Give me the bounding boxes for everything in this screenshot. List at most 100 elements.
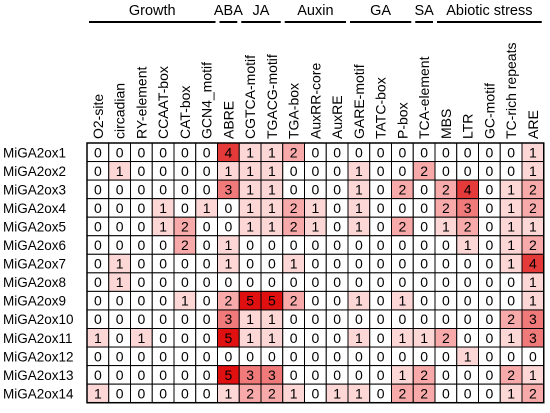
- cell-value: 5: [268, 293, 276, 309]
- cell-value: 0: [137, 348, 145, 364]
- cell-value: 0: [181, 200, 189, 216]
- cell-value: 0: [203, 330, 211, 346]
- cell-value: 0: [203, 237, 211, 253]
- cell-value: 0: [224, 200, 232, 216]
- cell-value: 0: [485, 274, 493, 290]
- cell-value: 0: [485, 311, 493, 327]
- cell-value: 0: [507, 293, 515, 309]
- cell-value: 2: [420, 385, 428, 401]
- cell-value: 0: [355, 256, 363, 272]
- cell-value: 0: [485, 256, 493, 272]
- cell-value: 0: [485, 200, 493, 216]
- cell-value: 0: [507, 163, 515, 179]
- group-label: GA: [370, 3, 391, 19]
- cell-value: 0: [333, 330, 341, 346]
- row-label: MiGA2ox4: [3, 201, 67, 216]
- cell-value: 0: [203, 311, 211, 327]
- cell-value: 2: [398, 218, 406, 234]
- column-label: O2-site: [90, 94, 106, 139]
- row-label: MiGA2ox7: [3, 257, 66, 272]
- cell-value: 0: [116, 237, 124, 253]
- cell-value: 3: [268, 367, 276, 383]
- cell-value: 1: [246, 330, 254, 346]
- cell-value: 0: [94, 367, 102, 383]
- cell-value: 0: [290, 274, 298, 290]
- cell-value: 0: [137, 256, 145, 272]
- cell-value: 0: [377, 200, 385, 216]
- cell-value: 0: [181, 367, 189, 383]
- cell-value: 3: [224, 311, 232, 327]
- column-label: GARE-motif: [351, 64, 367, 139]
- cell-value: 0: [485, 218, 493, 234]
- cell-value: 0: [420, 144, 428, 160]
- cell-value: 2: [398, 385, 406, 401]
- cell-value: 0: [442, 163, 450, 179]
- cell-value: 0: [355, 274, 363, 290]
- cell-value: 0: [116, 218, 124, 234]
- cell-value: 0: [203, 144, 211, 160]
- cell-value: 1: [224, 163, 232, 179]
- cell-value: 3: [529, 330, 537, 346]
- cell-value: 2: [268, 385, 276, 401]
- cell-value: 0: [290, 348, 298, 364]
- cell-value: 0: [485, 144, 493, 160]
- cell-value: 0: [420, 311, 428, 327]
- cell-value: 0: [116, 330, 124, 346]
- cell-value: 0: [398, 144, 406, 160]
- column-label: GCN4_motif: [199, 62, 215, 139]
- cell-value: 0: [420, 181, 428, 197]
- cell-value: 2: [529, 385, 537, 401]
- cell-value: 0: [290, 181, 298, 197]
- cell-value: 1: [311, 200, 319, 216]
- cell-value: 1: [246, 200, 254, 216]
- cell-value: 0: [442, 293, 450, 309]
- cell-value: 0: [116, 293, 124, 309]
- cell-value: 0: [333, 163, 341, 179]
- cell-value: 0: [377, 348, 385, 364]
- cell-value: 0: [333, 218, 341, 234]
- grid-border: [86, 142, 545, 404]
- cell-value: 0: [224, 218, 232, 234]
- row-label: MiGA2ox12: [3, 349, 74, 364]
- column-label: RY-element: [133, 67, 149, 139]
- cell-value: 1: [268, 330, 276, 346]
- heatmap-grid: 0 0 0 0 0 0 4 1 1 2 0 0 0 0 0 0 0 0 0 0 10 1 0 0 0 0 1 1 1 0 0 0 1 0 0 2 0 0 0…: [86, 142, 545, 404]
- cell-value: 0: [159, 237, 167, 253]
- cell-value: 2: [507, 367, 515, 383]
- cell-value: 0: [398, 311, 406, 327]
- group-header-layer: Growth ABA JA Auxin GA SA Abiotic stress: [89, 3, 542, 23]
- cell-value: 1: [246, 218, 254, 234]
- cell-value: 2: [420, 367, 428, 383]
- cell-value: 0: [485, 237, 493, 253]
- cell-value: 0: [181, 144, 189, 160]
- cell-value: 0: [94, 144, 102, 160]
- cell-value: 0: [420, 218, 428, 234]
- cell-value: 5: [246, 293, 254, 309]
- cell-value: 0: [116, 181, 124, 197]
- cell-value: 0: [94, 163, 102, 179]
- cell-value: 0: [355, 311, 363, 327]
- cell-value: 0: [398, 237, 406, 253]
- cell-value: 1: [507, 200, 515, 216]
- row-label: MiGA2ox3: [3, 182, 66, 197]
- row-label: MiGA2ox10: [3, 312, 74, 327]
- cell-value: 0: [137, 181, 145, 197]
- cell-value: 0: [203, 385, 211, 401]
- cell-value: 0: [290, 163, 298, 179]
- cell-value: 0: [442, 237, 450, 253]
- cell-value: 0: [464, 274, 472, 290]
- cell-value: 1: [507, 181, 515, 197]
- cell-value: 1: [355, 163, 363, 179]
- cell-value: 0: [485, 385, 493, 401]
- cell-value: 0: [246, 274, 254, 290]
- row-label: MiGA2ox11: [3, 331, 73, 346]
- cell-value: 0: [420, 348, 428, 364]
- cell-value: 0: [159, 311, 167, 327]
- cell-value: 0: [203, 348, 211, 364]
- cell-value: 2: [290, 144, 298, 160]
- cell-value: 0: [311, 144, 319, 160]
- cell-value: 0: [377, 311, 385, 327]
- cell-value: 0: [116, 348, 124, 364]
- cell-value: 1: [137, 330, 145, 346]
- cell-value: 1: [355, 330, 363, 346]
